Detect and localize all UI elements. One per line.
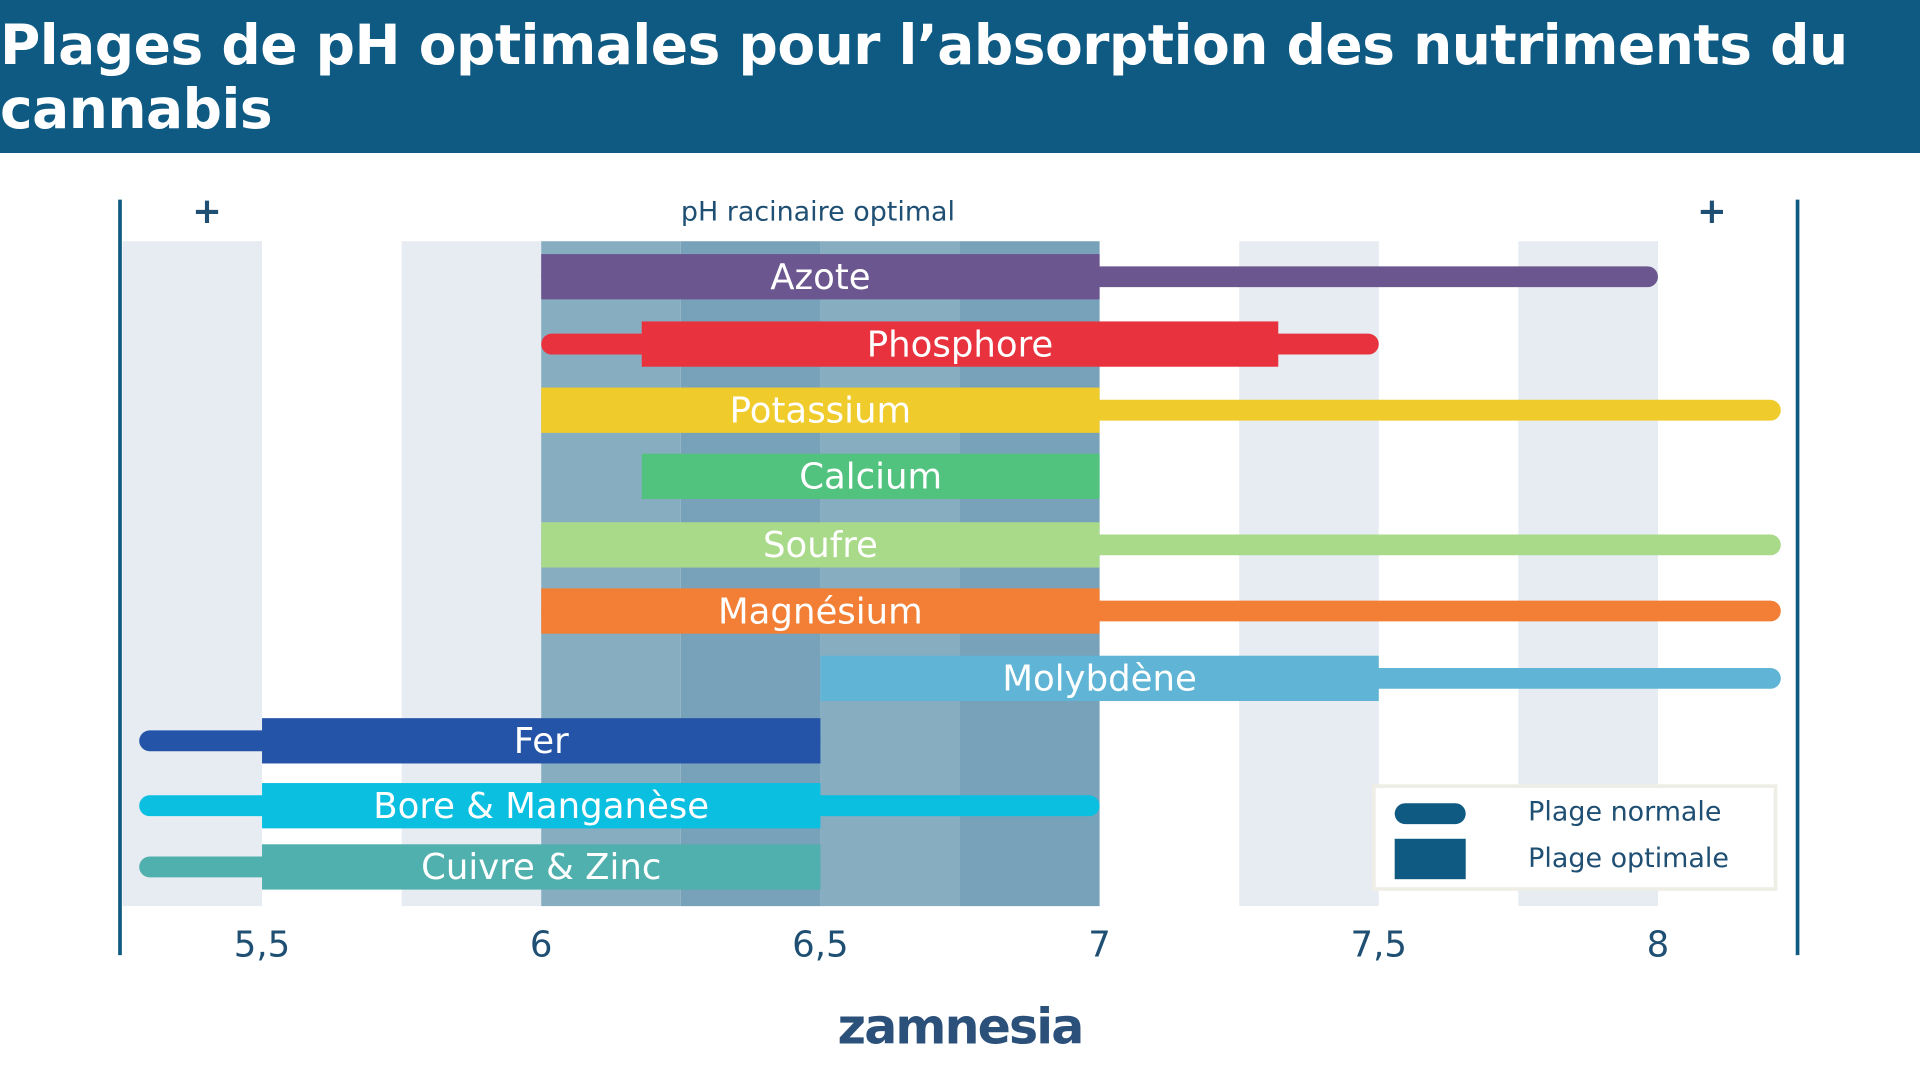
legend: Plage normale Plage optimale (1372, 784, 1778, 891)
bar-group-bore-mangan-se: Bore & Manganèse (139, 783, 1100, 829)
bar-group-calcium: Calcium (641, 453, 1100, 499)
nutrient-label: Potassium (730, 390, 911, 431)
optimal-range-bar (641, 321, 1279, 367)
nutrient-label: Molybdène (1002, 659, 1196, 700)
legend-normal-swatch (1394, 803, 1466, 825)
x-tick-label: 5,5 (234, 924, 290, 965)
bar-group-phosphore: Phosphore (541, 321, 1379, 367)
optimal-root-ph-label: pH racinaire optimal (681, 196, 955, 227)
nutrient-label: Azote (770, 257, 870, 298)
x-tick-label: 7,5 (1351, 924, 1407, 965)
nutrient-label: Magnésium (718, 591, 923, 632)
nutrient-label: Phosphore (867, 324, 1054, 365)
bar-group-azote: Azote (541, 254, 1658, 300)
optimal-range-bar (541, 522, 1100, 568)
x-tick-label: 6 (530, 924, 553, 965)
nutrient-label: Soufre (763, 525, 878, 566)
optimal-range-bar (641, 453, 1100, 499)
zamnesia-logo: zamnesia (838, 998, 1083, 1055)
chart-title: Plages de pH optimales pour l’absorption… (0, 12, 1848, 141)
legend-normal-label: Plage normale (1528, 796, 1721, 827)
nutrient-label: Calcium (799, 457, 942, 498)
bar-group-molybd-ne: Molybdène (820, 655, 1781, 702)
x-tick-label: 7 (1088, 924, 1111, 965)
nutrient-label: Fer (514, 721, 569, 762)
bar-group-fer: Fer (139, 718, 821, 764)
optimal-range-bar (262, 783, 821, 829)
plus-marker-left: + (192, 191, 222, 232)
optimal-range-bar (262, 718, 821, 764)
x-tick-label: 6,5 (792, 924, 848, 965)
header-banner: Plages de pH optimales pour l’absorption… (0, 0, 1920, 153)
bar-group-magn-sium: Magnésium (541, 588, 1781, 634)
bar-group-soufre: Soufre (541, 522, 1781, 568)
optimal-range-bar (541, 254, 1100, 300)
legend-optimal-swatch (1394, 838, 1466, 880)
optimal-range-bar (541, 588, 1100, 634)
plus-marker-right: + (1697, 191, 1727, 232)
optimal-range-bar (541, 387, 1100, 433)
optimal-range-bar (820, 655, 1379, 702)
legend-optimal-label: Plage optimale (1528, 843, 1729, 874)
bar-group-cuivre-zinc: Cuivre & Zinc (139, 844, 821, 890)
x-tick-label: 8 (1647, 924, 1670, 965)
bar-group-potassium: Potassium (541, 387, 1781, 433)
nutrient-label: Bore & Manganèse (373, 786, 709, 827)
optimal-range-bar (262, 844, 821, 890)
nutrient-label: Cuivre & Zinc (421, 847, 661, 888)
